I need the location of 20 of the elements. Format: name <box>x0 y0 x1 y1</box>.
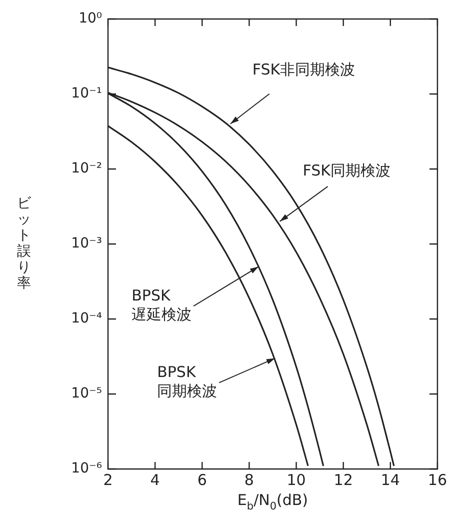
x-tick-label: 12 <box>334 470 353 489</box>
x-tick-label: 10 <box>286 470 306 489</box>
annotation: BPSK 同期検波 <box>157 363 218 400</box>
annotation: FSK非同期検波 <box>252 60 356 79</box>
x-tick-label: 2 <box>103 470 113 489</box>
x-tick-label: 4 <box>150 470 160 489</box>
x-tick-label: 6 <box>197 470 207 489</box>
x-tick-label: 16 <box>428 470 448 489</box>
annotation: BPSK 遅延検波 <box>132 286 192 324</box>
y-axis-title: ビット誤り率 <box>17 196 32 292</box>
y-tick-label: 10⁻⁵ <box>71 386 102 402</box>
y-tick-label: 10⁰ <box>78 10 102 27</box>
y-tick-label: 10⁻⁶ <box>71 460 102 477</box>
y-tick-label: 10⁻³ <box>71 236 102 252</box>
y-tick-label: 10⁻⁴ <box>71 310 102 327</box>
y-tick-label: 10⁻¹ <box>71 86 102 102</box>
x-tick-label: 8 <box>244 470 254 489</box>
x-tick-label: 14 <box>380 470 400 489</box>
y-tick-label: 10⁻² <box>71 160 102 177</box>
annotation: FSK同期検波 <box>302 161 391 180</box>
